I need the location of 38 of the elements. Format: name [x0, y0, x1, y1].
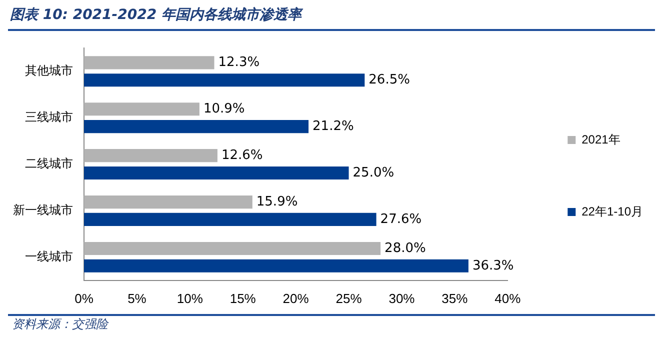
- y-tick-label: 一线城市: [25, 249, 73, 264]
- legend-label: 22年1-10月: [582, 204, 644, 218]
- x-tick-label: 35%: [442, 290, 468, 306]
- x-tick-label: 10%: [176, 290, 204, 306]
- data-label: 15.9%: [256, 194, 298, 210]
- bar: [84, 74, 365, 87]
- bar: [84, 102, 200, 116]
- bar: [84, 120, 309, 134]
- data-label: 28.0%: [384, 240, 426, 256]
- data-label: 10.9%: [203, 102, 245, 117]
- data-label: 12.6%: [221, 148, 263, 163]
- x-tick-label: 20%: [282, 290, 310, 306]
- bar: [84, 259, 468, 272]
- legend-label: 2021年: [582, 132, 620, 146]
- data-label: 21.2%: [312, 118, 354, 134]
- y-tick-label: 其他城市: [25, 64, 73, 78]
- data-label: 26.5%: [368, 72, 410, 88]
- bar: [84, 166, 349, 180]
- data-label: 27.6%: [380, 212, 422, 227]
- x-tick-label: 15%: [230, 290, 256, 306]
- bar: [84, 149, 218, 162]
- data-label: 25.0%: [352, 165, 394, 180]
- y-tick-label: 三线城市: [25, 110, 73, 124]
- x-tick-label: 25%: [336, 290, 362, 306]
- bar: [84, 242, 381, 256]
- x-tick-label: 0%: [74, 290, 94, 306]
- y-tick-label: 二线城市: [25, 156, 73, 171]
- x-tick-label: 30%: [388, 290, 416, 306]
- y-tick-label: 新一线城市: [13, 203, 73, 218]
- x-tick-label: 5%: [128, 290, 147, 306]
- x-tick-label: 40%: [494, 290, 522, 306]
- data-label: 12.3%: [218, 55, 260, 70]
- bar: [84, 196, 252, 209]
- text: 资料来源：交强险: [12, 316, 108, 333]
- bar: [84, 56, 214, 70]
- bar: [84, 212, 376, 226]
- data-label: 36.3%: [472, 258, 514, 274]
- chart-title: 图表 10: 2021-2022 年国内各线城市渗透率: [10, 6, 302, 24]
